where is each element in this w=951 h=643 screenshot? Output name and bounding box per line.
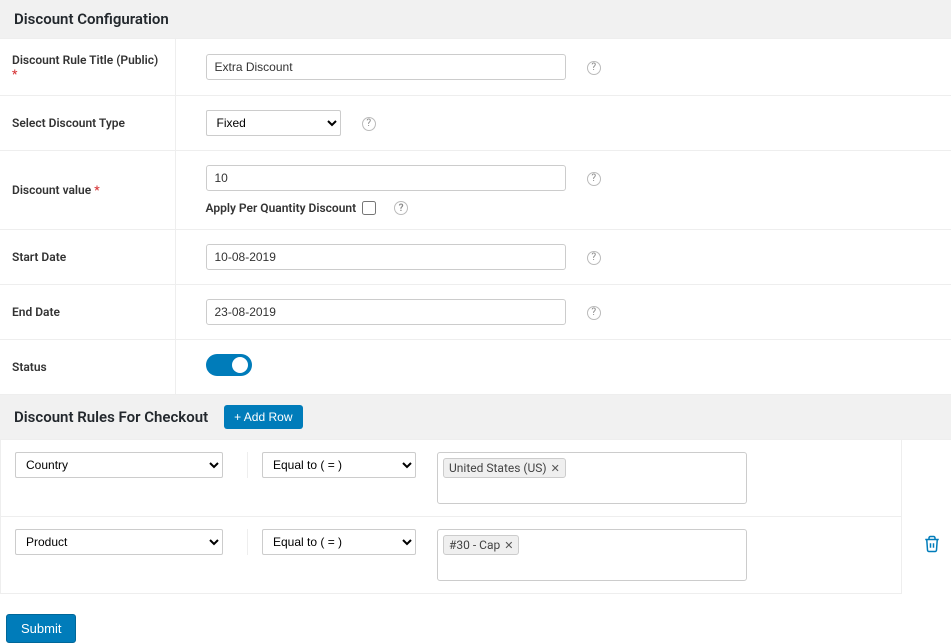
submit-button[interactable]: Submit (6, 614, 76, 643)
per-quantity-label: Apply Per Quantity Discount (206, 201, 357, 215)
required-marker: * (94, 183, 99, 197)
help-icon[interactable]: ? (394, 201, 408, 215)
label-status: Status (0, 340, 175, 395)
rule-field-select[interactable]: Product (15, 529, 223, 555)
toggle-knob (232, 357, 248, 373)
remove-tag-icon[interactable]: ✕ (504, 539, 513, 552)
label-start-date: Start Date (0, 230, 175, 285)
rule-operator-select[interactable]: Equal to ( = ) (262, 452, 416, 478)
rule-row: Product Equal to ( = ) #30 - Cap ✕ (1, 517, 901, 593)
rule-title-input[interactable] (206, 54, 566, 80)
add-row-button[interactable]: + Add Row (224, 405, 302, 429)
value-tag-label: United States (US) (449, 461, 547, 475)
discount-value-input[interactable] (206, 165, 566, 191)
label-end-date: End Date (0, 285, 175, 340)
config-table: Discount Rule Title (Public) * ? Select … (0, 39, 951, 395)
per-quantity-row: Apply Per Quantity Discount ? (206, 201, 922, 215)
start-date-input[interactable] (206, 244, 566, 270)
value-tag: #30 - Cap ✕ (443, 535, 519, 555)
rules-container: Country Equal to ( = ) United States (US… (0, 440, 902, 594)
rule-value-box[interactable]: United States (US) ✕ (437, 452, 747, 504)
config-section-header: Discount Configuration (0, 0, 951, 39)
label-discount-value: Discount value * (0, 151, 175, 230)
help-icon[interactable]: ? (362, 117, 376, 131)
help-icon[interactable]: ? (587, 251, 601, 265)
config-section-title: Discount Configuration (14, 10, 169, 28)
rule-row: Country Equal to ( = ) United States (US… (1, 440, 901, 517)
help-icon[interactable]: ? (587, 61, 601, 75)
discount-type-select[interactable]: Fixed (206, 110, 341, 136)
rule-value-box[interactable]: #30 - Cap ✕ (437, 529, 747, 581)
label-rule-title: Discount Rule Title (Public) * (0, 39, 175, 96)
remove-tag-icon[interactable]: ✕ (551, 462, 560, 475)
value-tag-label: #30 - Cap (449, 538, 500, 552)
rule-field-select[interactable]: Country (15, 452, 223, 478)
end-date-input[interactable] (206, 299, 566, 325)
delete-row-icon[interactable] (923, 535, 941, 557)
required-marker: * (12, 67, 17, 81)
value-tag: United States (US) ✕ (443, 458, 566, 478)
rules-section-header: Discount Rules For Checkout + Add Row (0, 395, 951, 440)
label-discount-type: Select Discount Type (0, 96, 175, 151)
status-toggle[interactable] (206, 354, 252, 376)
rules-section-title: Discount Rules For Checkout (14, 408, 208, 426)
rule-operator-select[interactable]: Equal to ( = ) (262, 529, 416, 555)
help-icon[interactable]: ? (587, 172, 601, 186)
help-icon[interactable]: ? (587, 306, 601, 320)
per-quantity-checkbox[interactable] (362, 201, 376, 215)
